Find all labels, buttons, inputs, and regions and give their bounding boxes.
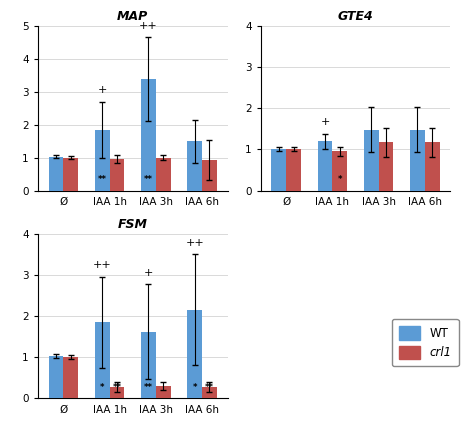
- Bar: [109, 387, 124, 398]
- Bar: [64, 357, 78, 398]
- Bar: [364, 129, 379, 191]
- Title: MAP: MAP: [117, 10, 148, 23]
- Bar: [64, 158, 78, 191]
- Title: GTE4: GTE4: [337, 10, 374, 23]
- Bar: [187, 310, 202, 398]
- Bar: [109, 158, 124, 191]
- Bar: [156, 386, 171, 398]
- Text: *: *: [100, 383, 104, 392]
- Bar: [202, 387, 217, 398]
- Text: +: +: [98, 85, 107, 95]
- Text: ++: ++: [185, 238, 204, 248]
- Bar: [156, 158, 171, 191]
- Legend: WT, crl1: WT, crl1: [392, 319, 459, 366]
- Text: *: *: [337, 175, 342, 184]
- Bar: [318, 141, 332, 191]
- Text: ++: ++: [93, 260, 111, 271]
- Bar: [425, 142, 440, 191]
- Bar: [48, 157, 64, 191]
- Bar: [187, 141, 202, 191]
- Text: **: **: [205, 383, 214, 392]
- Bar: [332, 152, 347, 191]
- Bar: [286, 149, 301, 191]
- Text: **: **: [144, 175, 153, 184]
- Bar: [48, 356, 64, 398]
- Text: *: *: [192, 383, 197, 392]
- Bar: [202, 160, 217, 191]
- Text: +: +: [144, 268, 153, 278]
- Text: ++: ++: [139, 21, 158, 31]
- Title: FSM: FSM: [118, 218, 148, 231]
- Bar: [141, 79, 156, 191]
- Bar: [410, 129, 425, 191]
- Bar: [271, 149, 286, 191]
- Text: **: **: [112, 383, 121, 392]
- Text: **: **: [98, 175, 107, 184]
- Bar: [379, 142, 393, 191]
- Bar: [95, 129, 109, 191]
- Bar: [141, 332, 156, 398]
- Bar: [95, 322, 109, 398]
- Text: **: **: [144, 383, 153, 392]
- Text: +: +: [320, 117, 329, 127]
